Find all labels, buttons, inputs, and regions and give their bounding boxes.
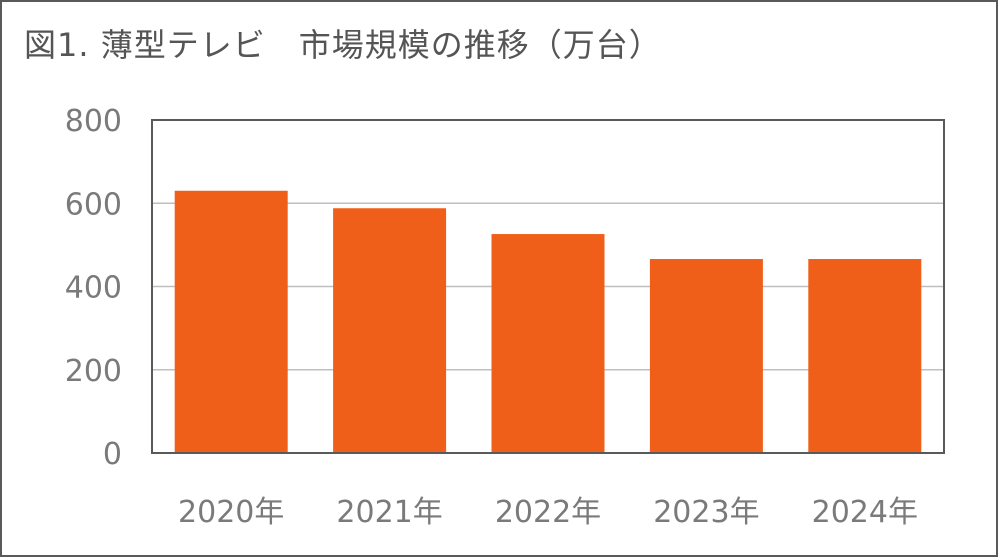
y-tick-labels: 0 200 400 600 800 bbox=[65, 104, 122, 472]
y-tick-label: 600 bbox=[65, 187, 122, 222]
x-tick-label: 2024年 bbox=[812, 495, 918, 530]
x-tick-label: 2020年 bbox=[178, 495, 284, 530]
y-tick-label: 0 bbox=[103, 437, 122, 472]
y-tick-label: 200 bbox=[65, 354, 122, 389]
y-tick-label: 800 bbox=[65, 104, 122, 139]
bar-2021年 bbox=[333, 208, 447, 453]
x-tick-labels: 2020年 2021年 2022年 2023年 2024年 bbox=[178, 495, 918, 530]
plot-area-border bbox=[151, 119, 945, 454]
chart-title: 図1. 薄型テレビ 市場規模の推移（万台） bbox=[24, 26, 662, 64]
bar-2022年 bbox=[491, 234, 605, 453]
x-tick-label: 2023年 bbox=[653, 495, 759, 530]
x-tick-label: 2021年 bbox=[336, 495, 442, 530]
y-tick-label: 400 bbox=[65, 271, 122, 306]
x-tick-label: 2022年 bbox=[495, 495, 601, 530]
bars bbox=[174, 190, 922, 453]
bar-2023年 bbox=[649, 259, 763, 453]
bar-2024年 bbox=[808, 259, 922, 453]
bar-2020年 bbox=[174, 190, 288, 453]
